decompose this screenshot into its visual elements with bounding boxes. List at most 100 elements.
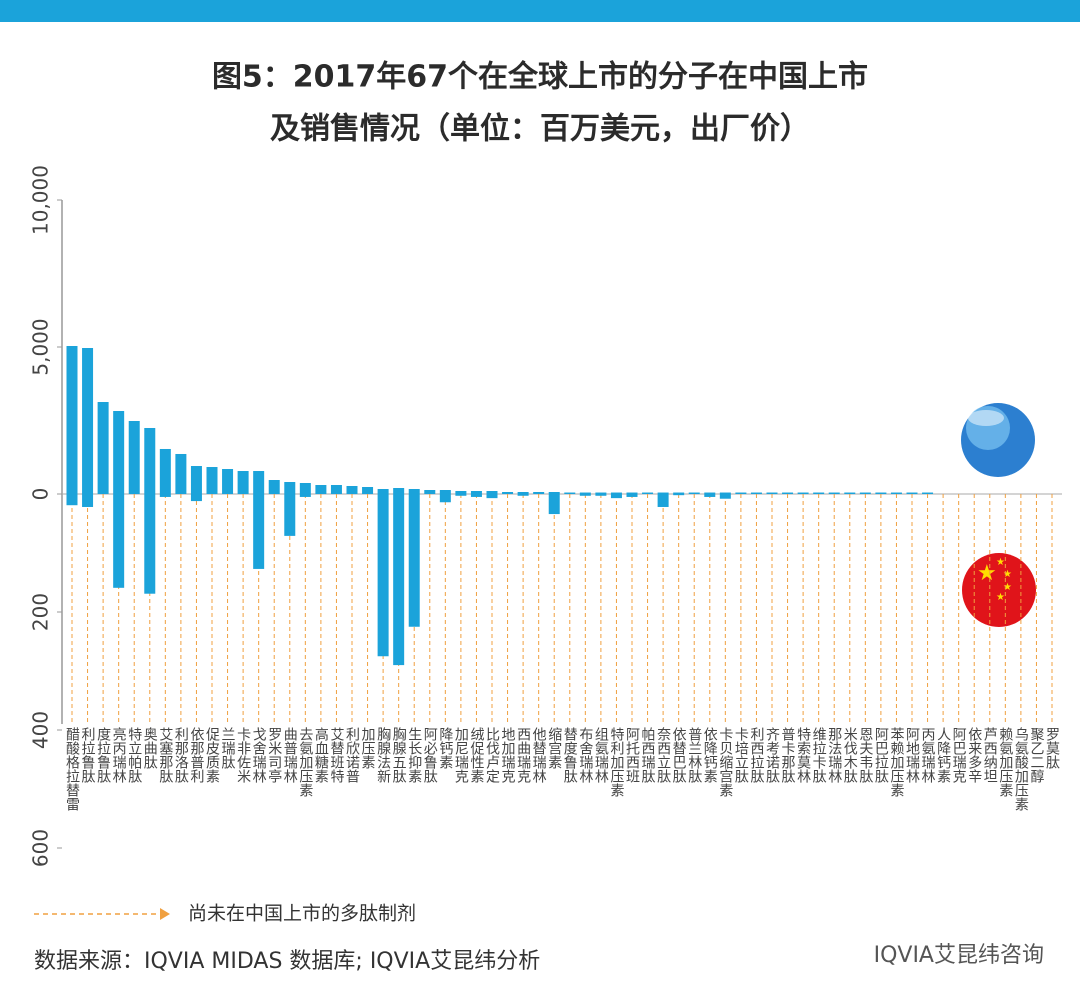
svg-text:★: ★ [996, 592, 1005, 603]
bar [408, 494, 420, 627]
x-tick-label: 戈舍瑞林 [251, 727, 267, 783]
bar [875, 492, 887, 494]
bar [222, 469, 234, 494]
x-tick-label: 他替瑞林 [531, 727, 547, 783]
x-tick-label: 乌氨酸加压素 [1013, 727, 1029, 811]
bar [315, 485, 327, 494]
bar [113, 494, 125, 588]
x-tick-label: 齐考诺肽 [764, 727, 780, 784]
x-tick-label: 醋酸格拉替雷 [64, 727, 80, 811]
x-tick-label: 绒促性素 [468, 727, 484, 783]
x-tick-label: 缩宫素 [546, 727, 562, 769]
globe-icon [961, 403, 1035, 477]
bar [66, 494, 78, 506]
x-tick-label: 胸腺五肽 [391, 727, 407, 784]
bar [782, 492, 794, 494]
bar [517, 494, 529, 496]
legend-arrow [160, 908, 170, 920]
bar [175, 453, 187, 494]
x-tick-label: 依降钙素 [702, 727, 718, 783]
bar [704, 494, 716, 497]
x-tick-label: 利欣诺普 [344, 727, 360, 783]
bar [673, 494, 685, 496]
x-tick-label: 恩夫韦肽 [857, 727, 873, 784]
x-tick-label: 艾塞那肽 [157, 727, 173, 784]
bar [626, 492, 638, 494]
bar [595, 492, 607, 494]
x-tick-label: 艾替班特 [328, 727, 344, 783]
bar [502, 492, 514, 494]
bar [797, 492, 809, 494]
x-tick-label: 布舍瑞林 [577, 727, 593, 783]
x-tick-label: 兰瑞肽 [220, 727, 236, 770]
bar [377, 494, 389, 657]
x-tick-label: 西曲瑞克 [515, 727, 531, 784]
bar [564, 492, 576, 494]
bar [268, 480, 280, 494]
bar [719, 492, 731, 494]
x-tick-label: 罗米司亭 [266, 727, 282, 783]
x-tick-label: 地加瑞克 [500, 727, 516, 784]
bar [673, 492, 685, 494]
bar [470, 494, 482, 497]
bar [735, 492, 747, 494]
x-tick-label: 胸腺法新 [375, 727, 391, 784]
bar [579, 494, 591, 496]
bar [237, 471, 249, 494]
bar [284, 494, 296, 536]
x-tick-label: 卡培立肽 [733, 727, 749, 784]
bar [330, 485, 342, 494]
bar [642, 492, 654, 494]
bar [113, 411, 125, 494]
x-tick-label: 那法瑞林 [826, 727, 842, 783]
bar [97, 402, 109, 494]
x-tick-label: 芦西纳坦 [982, 727, 998, 783]
bar [393, 488, 405, 494]
bar [253, 471, 265, 494]
bar [719, 494, 731, 499]
chart-title: 及销售情况（单位：百万美元，出厂价） [270, 112, 810, 147]
bar [517, 492, 529, 494]
x-tick-label: 利那洛肽 [173, 727, 189, 784]
bar [377, 489, 389, 494]
bar [144, 427, 156, 494]
x-tick-label: 曲普瑞林 [282, 727, 298, 783]
x-tick-label: 加尼瑞克 [453, 727, 469, 784]
x-tick-label: 奥曲肽 [142, 726, 158, 770]
bar [906, 492, 918, 494]
x-tick-label: 卡非佐米 [235, 727, 251, 783]
bar [284, 482, 296, 494]
x-tick-label: 维拉卡肽 [811, 727, 827, 784]
x-tick-label: 替度鲁肽 [562, 727, 578, 784]
svg-text:★: ★ [977, 561, 997, 586]
bar [828, 492, 840, 494]
y-tick-label: 5,000 [29, 318, 53, 375]
bar [82, 347, 94, 494]
bar [844, 492, 856, 494]
y2-tick-label: 400 [29, 711, 53, 749]
y2-tick-label: 200 [29, 593, 53, 631]
bar [657, 494, 669, 507]
bar [159, 494, 171, 497]
x-tick-label: 卡贝缩宫素 [717, 727, 733, 797]
x-tick-label: 苯赖加压素 [888, 726, 904, 797]
bar [610, 494, 622, 499]
x-tick-label: 普卡那肽 [780, 727, 796, 784]
bar [455, 494, 467, 496]
bar [890, 492, 902, 494]
y-tick-label: 10,000 [29, 165, 53, 235]
watermark: IQVIA艾昆纬咨询 [874, 943, 1044, 968]
bar [299, 494, 311, 497]
x-tick-label: 阿托西班 [624, 727, 640, 783]
x-tick-label: 阿必鲁肽 [422, 727, 438, 784]
bar [190, 466, 202, 494]
bar [704, 492, 716, 494]
x-tick-label: 降钙素 [437, 727, 453, 769]
x-tick-label: 依来多辛 [966, 727, 982, 783]
x-tick-label: 利西拉肽 [748, 727, 764, 784]
x-tick-label: 加压素 [360, 727, 376, 769]
bar [813, 492, 825, 494]
x-tick-label: 亮丙瑞林 [111, 726, 127, 783]
bar [253, 494, 265, 569]
